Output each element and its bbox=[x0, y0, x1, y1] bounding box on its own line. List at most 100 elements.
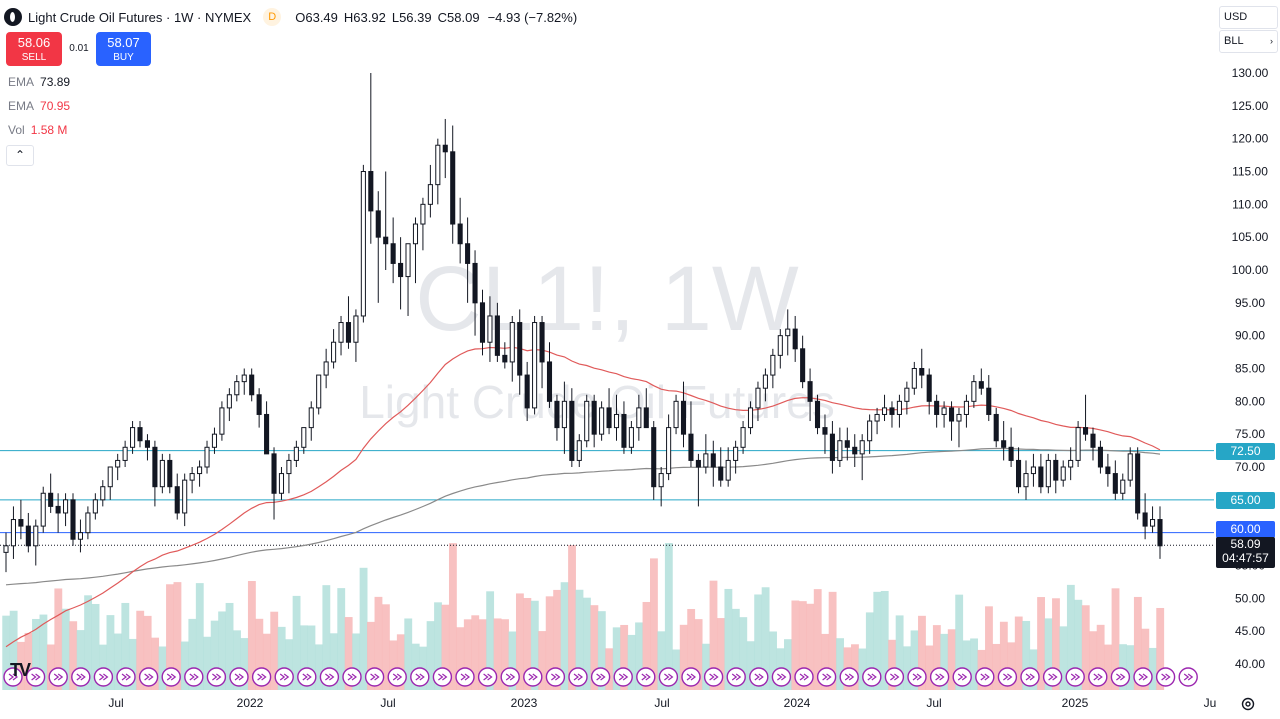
candle bbox=[204, 440, 210, 474]
currency-value: USD bbox=[1224, 11, 1248, 23]
volume-bar bbox=[620, 624, 629, 690]
price-tick-label: 75.00 bbox=[1235, 427, 1265, 441]
candle-body-down bbox=[844, 440, 850, 448]
indicator-ema-fast[interactable]: EMA 70.95 bbox=[8, 99, 70, 113]
candle-body-down bbox=[710, 453, 716, 468]
volume-bar bbox=[590, 605, 599, 690]
symbol-title[interactable]: Light Crude Oil Futures · 1W · NYMEX bbox=[28, 9, 252, 25]
level-label-60-00[interactable]: 60.00 bbox=[1216, 521, 1275, 538]
candle-body-down bbox=[48, 492, 54, 507]
volume-bar bbox=[724, 588, 733, 690]
gear-icon[interactable] bbox=[1240, 696, 1256, 712]
last-price-label[interactable]: 58.09 04:47:57 bbox=[1216, 537, 1275, 568]
volume-bar bbox=[292, 595, 301, 690]
event-marker-icon bbox=[161, 667, 181, 687]
candle bbox=[412, 217, 419, 284]
candle-body-up bbox=[941, 407, 947, 415]
tradingview-logo[interactable]: TV bbox=[10, 660, 31, 680]
sell-button[interactable]: 58.06 SELL bbox=[6, 32, 62, 66]
indicator-ema-slow[interactable]: EMA 73.89 bbox=[8, 75, 70, 89]
candle-body-down bbox=[1038, 466, 1044, 488]
event-arrow bbox=[1183, 673, 1194, 681]
event-arrow bbox=[302, 673, 312, 681]
candle bbox=[219, 401, 225, 441]
volume-bar bbox=[322, 585, 331, 690]
data-source-badge[interactable]: D bbox=[263, 8, 282, 26]
level-label-65-00[interactable]: 65.00 bbox=[1216, 492, 1275, 509]
candle bbox=[435, 138, 441, 205]
time-axis[interactable]: Jul 2022 Jul 2023 Jul 2024 Jul 2025 Ju bbox=[108, 696, 1216, 710]
candle bbox=[360, 164, 366, 323]
candle bbox=[561, 381, 567, 454]
volume-bar bbox=[739, 617, 748, 690]
candle bbox=[1068, 447, 1074, 481]
candle bbox=[25, 512, 31, 553]
volume-bar bbox=[24, 632, 33, 690]
candle bbox=[345, 296, 352, 349]
candle-body-down bbox=[948, 407, 955, 422]
candlesticks[interactable] bbox=[3, 73, 1163, 573]
event-marker-icon bbox=[138, 667, 159, 687]
candle-body-up bbox=[599, 407, 605, 435]
price-axis[interactable]: 130.00 125.00 120.00 115.00 110.00 105.00 100.… bbox=[1232, 66, 1269, 671]
event-arrow bbox=[822, 673, 832, 681]
event-marker-icon bbox=[48, 667, 68, 687]
volume-bar bbox=[1059, 626, 1068, 690]
candle-body-down bbox=[494, 315, 500, 356]
candle bbox=[234, 375, 240, 402]
volume-bar bbox=[694, 619, 703, 690]
events-row[interactable] bbox=[3, 667, 1198, 687]
collapse-indicators-button[interactable]: ⌃ bbox=[6, 145, 34, 166]
event-arrow bbox=[1070, 673, 1081, 681]
price-tick-label: 50.00 bbox=[1235, 591, 1265, 605]
event-marker-icon bbox=[975, 667, 995, 687]
candle-body-up bbox=[40, 492, 46, 527]
candle bbox=[740, 421, 746, 454]
level-label-72-50[interactable]: 72.50 bbox=[1216, 443, 1275, 460]
currency-select[interactable]: USD bbox=[1219, 6, 1278, 29]
volume-bar bbox=[955, 594, 964, 690]
candle bbox=[800, 335, 806, 389]
time-tick-label: 2022 bbox=[237, 696, 264, 710]
volume-bar bbox=[374, 596, 383, 690]
candle-body-up bbox=[658, 473, 664, 488]
volume-bar bbox=[173, 582, 182, 690]
candle bbox=[197, 460, 203, 487]
candle-body-up bbox=[837, 440, 843, 461]
event-marker-icon bbox=[251, 667, 272, 687]
candle bbox=[115, 453, 121, 481]
candle-body-down bbox=[25, 525, 31, 547]
candle bbox=[189, 467, 195, 494]
time-tick-label: Jul bbox=[380, 696, 395, 710]
candle-body-down bbox=[1135, 453, 1141, 514]
candle-body-up bbox=[33, 525, 39, 547]
candle-body-down bbox=[1097, 446, 1103, 468]
horizontal-levels[interactable] bbox=[0, 450, 1214, 546]
buy-button[interactable]: 58.07 BUY bbox=[96, 32, 151, 66]
event-arrow bbox=[1003, 673, 1013, 681]
unit-select[interactable]: BLL › bbox=[1219, 30, 1278, 53]
candle bbox=[226, 388, 232, 422]
candle bbox=[308, 401, 314, 441]
candle-body-down bbox=[1001, 440, 1007, 448]
event-arrow bbox=[528, 673, 538, 681]
volume-bar bbox=[247, 581, 256, 690]
volume-bar bbox=[597, 611, 606, 690]
candle-body-up bbox=[911, 368, 917, 389]
candle bbox=[777, 329, 783, 369]
candle bbox=[628, 421, 634, 454]
candle bbox=[1105, 453, 1111, 487]
volume-bar bbox=[17, 641, 26, 690]
price-tick-label: 40.00 bbox=[1235, 657, 1265, 671]
volume-bar bbox=[426, 621, 435, 690]
indicator-volume[interactable]: Vol 1.58 M bbox=[8, 123, 67, 137]
event-marker-icon bbox=[749, 667, 769, 687]
candle bbox=[844, 427, 850, 461]
event-marker-icon bbox=[184, 667, 204, 687]
candle-body-up bbox=[874, 413, 880, 422]
candle-body-up bbox=[130, 427, 136, 448]
candle-body-up bbox=[762, 374, 768, 389]
candle bbox=[130, 421, 136, 454]
event-marker-icon bbox=[862, 667, 882, 687]
